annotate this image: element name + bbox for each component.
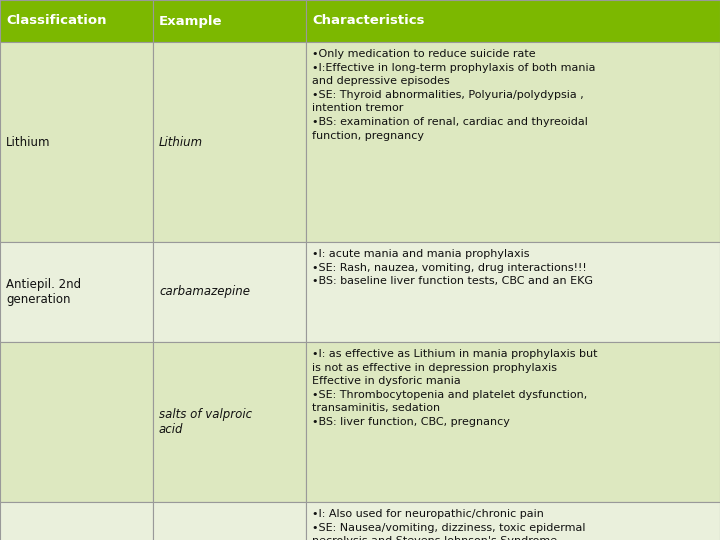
- Bar: [306, 342, 720, 502]
- Text: •I: acute mania and mania prophylaxis
•SE: Rash, nauzea, vomiting, drug interact: •I: acute mania and mania prophylaxis •S…: [312, 249, 593, 286]
- Text: carbamazepine: carbamazepine: [159, 286, 250, 299]
- Bar: [0, 242, 153, 342]
- Bar: [306, 242, 720, 342]
- Bar: [0, 42, 153, 242]
- Bar: [153, 42, 306, 242]
- Text: Antiepil. 2nd
generation: Antiepil. 2nd generation: [6, 278, 81, 306]
- Text: •I: as effective as Lithium in mania prophylaxis but
is not as effective in depr: •I: as effective as Lithium in mania pro…: [312, 349, 598, 427]
- Bar: [306, 502, 720, 540]
- Text: Lithium: Lithium: [6, 136, 50, 148]
- Text: Characteristics: Characteristics: [312, 15, 425, 28]
- Text: Classification: Classification: [6, 15, 107, 28]
- Bar: [0, 0, 153, 42]
- Text: Lithium: Lithium: [159, 136, 203, 148]
- Bar: [153, 502, 306, 540]
- Bar: [0, 342, 153, 502]
- Text: •Only medication to reduce suicide rate
•I:Effective in long-term prophylaxis of: •Only medication to reduce suicide rate …: [312, 49, 595, 140]
- Text: Example: Example: [159, 15, 222, 28]
- Bar: [153, 0, 306, 42]
- Bar: [0, 502, 153, 540]
- Bar: [153, 342, 306, 502]
- Text: salts of valproic
acid: salts of valproic acid: [159, 408, 252, 436]
- Bar: [306, 42, 720, 242]
- Bar: [153, 242, 306, 342]
- Bar: [306, 0, 720, 42]
- Text: •I: Also used for neuropathic/chronic pain
•SE: Nausea/vomiting, dizziness, toxi: •I: Also used for neuropathic/chronic pa…: [312, 509, 585, 540]
